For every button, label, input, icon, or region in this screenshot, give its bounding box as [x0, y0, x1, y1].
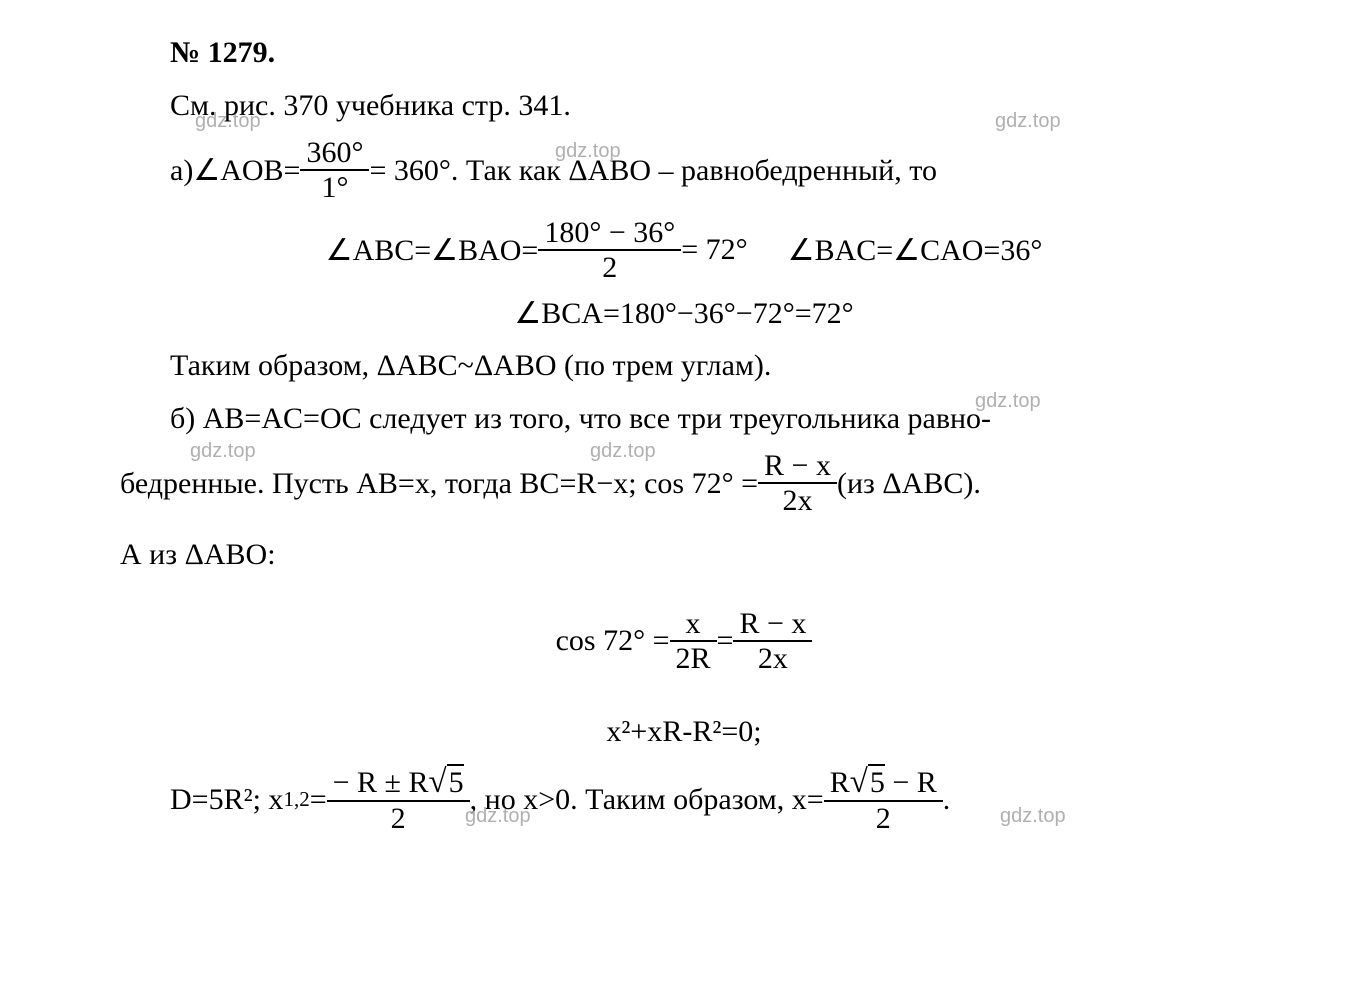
part-a-continuation: . Так как ΔABO – равнобедренный, то [451, 148, 937, 193]
frac-rx-2x-2: R − x 2x [733, 607, 812, 675]
frac-rx-2x: R − x 2x [758, 449, 837, 517]
eq-sign: = [310, 783, 327, 817]
eq-sign: = [717, 624, 734, 658]
frac-num: R − x [758, 449, 837, 484]
sqrt-radicand: 5 [868, 764, 885, 799]
part-b-line2-prefix: бедренные. Пусть AB=x, тогда BC=R−x; cos… [120, 461, 758, 506]
final-end: . [943, 783, 951, 817]
frac-den: 2 [327, 802, 470, 835]
quadratic-text: x²+xR-R²=0; [606, 715, 761, 749]
conclusion-a: Таким образом, ΔABC~ΔABO (по трем углам)… [120, 343, 1248, 388]
frac-den: 2 [538, 251, 681, 284]
part-a-line: а) ∠AOB= 360° 1° = 360° . Так как ΔABO –… [120, 136, 1248, 204]
angle-aob-label: ∠AOB= [193, 148, 300, 193]
angle-bac-label: ∠BAC=∠CAO=36° [788, 233, 1043, 268]
equation-cos72: cos 72° = x 2R = R − x 2x [120, 607, 1248, 675]
sqrt-5-2: 5 [850, 764, 885, 800]
frac-num: 180° − 36° [538, 216, 681, 251]
num-pre: R [830, 766, 850, 799]
frac-den: 2x [733, 642, 812, 675]
eq-72: = 72° [681, 233, 747, 267]
frac-num: 360° [300, 136, 369, 171]
watermark: gdz.top [975, 390, 1041, 413]
final-line: D=5R²; x 1,2 = − R ± R5 2 , но x>0. Таки… [120, 764, 1248, 835]
part-b-suffix: (из ΔABC). [837, 461, 981, 506]
frac-den: 1° [300, 171, 369, 204]
frac-180-36: 180° − 36° 2 [538, 216, 681, 284]
part-a-prefix: а) [170, 148, 193, 193]
sqrt-5: 5 [429, 764, 464, 800]
watermark: gdz.top [195, 110, 261, 133]
frac-360-1: 360° 1° [300, 136, 369, 204]
reference-text: См. рис. 370 учебника стр. 341. [120, 83, 1248, 128]
angle-bca: ∠BCA=180°−36°−72°=72° [514, 296, 853, 331]
frac-den: 2 [824, 802, 943, 835]
frac-num: − R ± R 5 [327, 764, 470, 802]
watermark: gdz.top [1000, 805, 1066, 828]
watermark: gdz.top [590, 440, 656, 463]
frac-solution-2: R5 − R 2 [824, 764, 943, 835]
watermark: gdz.top [555, 140, 621, 163]
equation-quadratic: x²+xR-R²=0; [120, 715, 1248, 749]
problem-number: № 1279. [120, 30, 1248, 75]
part-b-line2: бедренные. Пусть AB=x, тогда BC=R−x; cos… [120, 449, 1248, 517]
eq-abo-label: А из ΔABO: [120, 532, 1248, 577]
watermark: gdz.top [190, 440, 256, 463]
eq-result: = 360° [369, 148, 450, 193]
angle-abc-label: ∠ABC=∠BAO= [326, 233, 539, 268]
subscript: 1,2 [283, 787, 309, 812]
frac-num: R5 − R [824, 764, 943, 802]
part-b-line1: б) AB=AC=OC следует из того, что все три… [120, 396, 1248, 441]
watermark: gdz.top [465, 805, 531, 828]
num-post: − R [885, 766, 937, 799]
cos-prefix: cos 72° = [556, 624, 670, 658]
frac-den: 2x [758, 484, 837, 517]
equation-block-2: ∠BCA=180°−36°−72°=72° [120, 296, 1248, 331]
frac-den: 2R [670, 642, 717, 675]
frac-solution: − R ± R 5 2 [327, 764, 470, 835]
sqrt-radicand: 5 [447, 764, 464, 799]
num-pre: − R ± R [333, 766, 429, 799]
d-part: D=5R²; x [170, 783, 283, 817]
equation-block-1: ∠ABC=∠BAO= 180° − 36° 2 = 72° ∠BAC=∠CAO=… [120, 216, 1248, 284]
frac-num: x [670, 607, 717, 642]
watermark: gdz.top [995, 110, 1061, 133]
frac-num: R − x [733, 607, 812, 642]
frac-x-2r: x 2R [670, 607, 717, 675]
